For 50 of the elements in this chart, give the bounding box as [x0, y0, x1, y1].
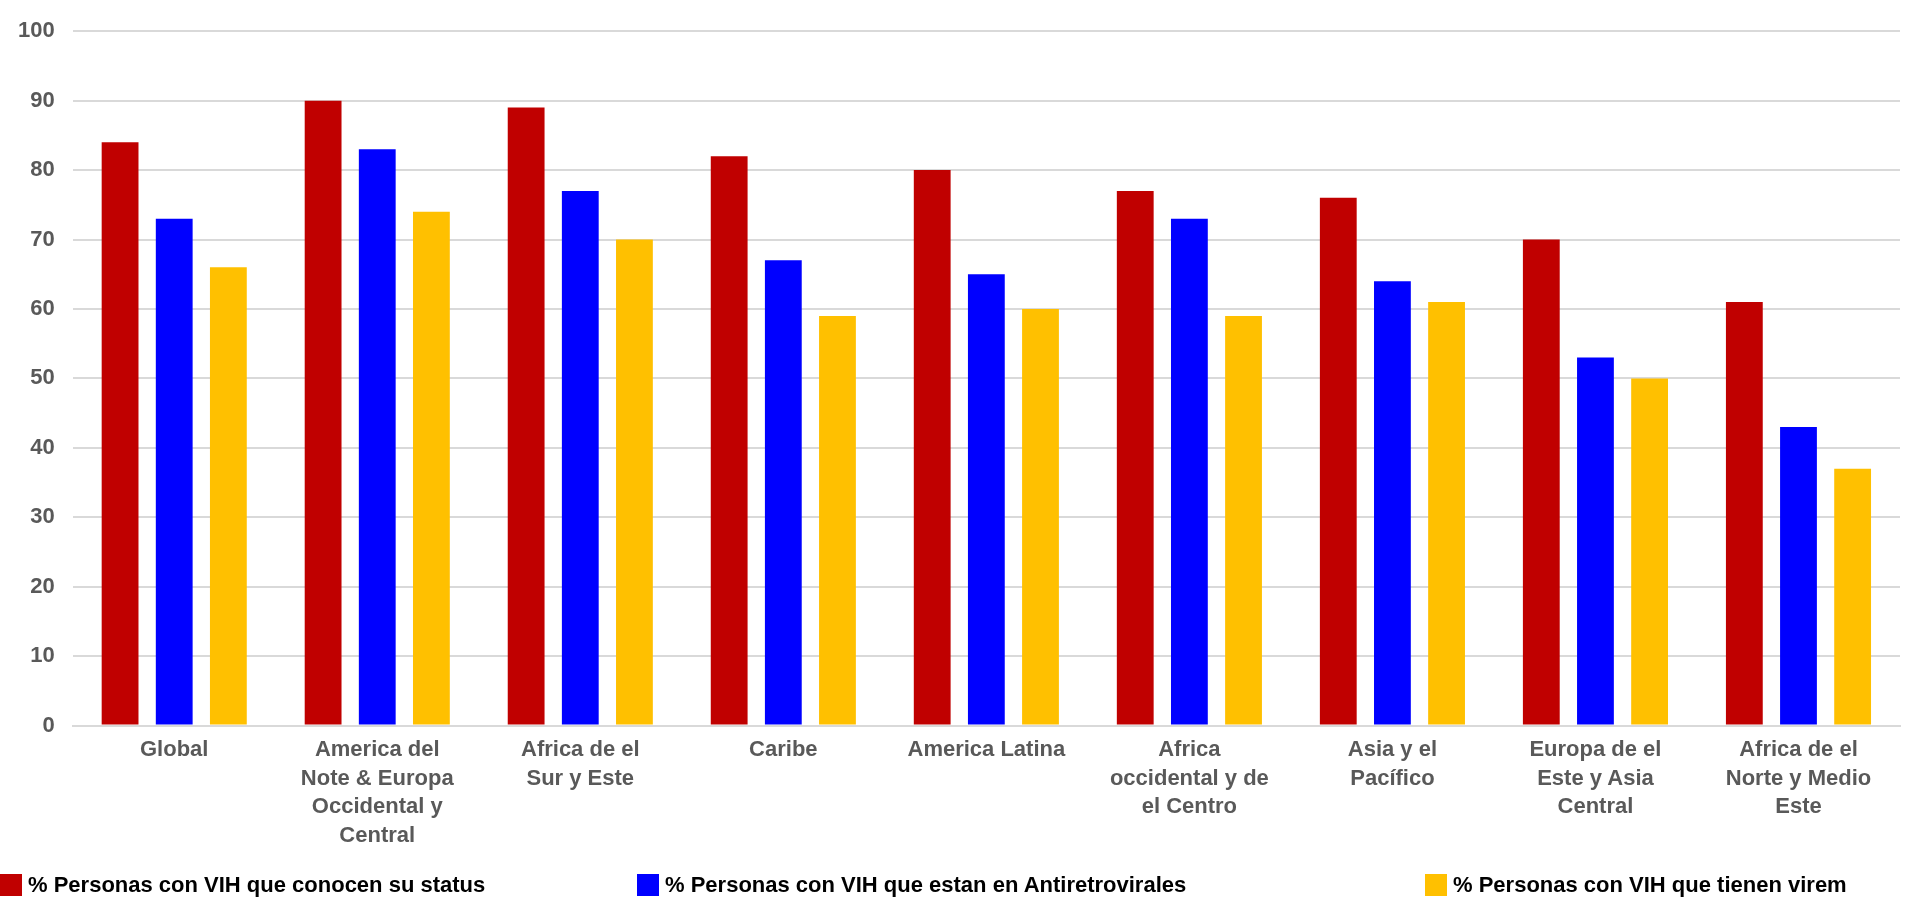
- bar: [1577, 357, 1614, 725]
- bar: [819, 315, 856, 725]
- y-tick-label: 40: [30, 433, 55, 459]
- bar: [1522, 239, 1560, 725]
- bar: [1116, 190, 1154, 725]
- x-tick-label: Global: [140, 735, 209, 761]
- y-tick-label: 30: [30, 503, 55, 529]
- y-tick-label: 80: [30, 156, 55, 182]
- y-tick-label: 70: [30, 225, 55, 251]
- legend-label: % Personas con VIH que tienen virem: [1453, 872, 1847, 898]
- bar: [1834, 468, 1872, 725]
- y-tick-label: 0: [42, 711, 55, 737]
- bar: [710, 156, 748, 725]
- y-tick-label: 10: [30, 642, 55, 668]
- bar: [209, 267, 247, 725]
- bar: [561, 190, 599, 725]
- bar: [101, 142, 139, 725]
- bar: [967, 274, 1005, 725]
- bar: [1319, 197, 1357, 725]
- bar: [412, 211, 450, 725]
- x-tick-label: Europa de el Este y Asia Central: [1529, 735, 1662, 819]
- y-tick-label: 100: [17, 17, 55, 43]
- y-tick-label: 90: [30, 86, 55, 112]
- bar: [1170, 218, 1208, 725]
- x-tick-label: Caribe: [749, 735, 818, 761]
- bar: [1022, 308, 1059, 725]
- bar: [1725, 302, 1763, 725]
- bar: [507, 107, 545, 725]
- bar: [1631, 378, 1668, 725]
- bar: [616, 239, 653, 725]
- x-tick-label: Asia y el Pacífico: [1347, 735, 1438, 790]
- bar: [358, 149, 396, 725]
- y-tick-label: 60: [30, 295, 55, 321]
- x-tick-label: Africa occidental y de el Centro: [1109, 735, 1269, 819]
- bar: [1374, 281, 1411, 725]
- bar: [1225, 315, 1262, 725]
- bar: [913, 170, 951, 725]
- x-tick-label: America Latina: [907, 735, 1066, 761]
- x-tick-label: Africa de el Sur y Este: [520, 735, 640, 790]
- x-tick-label: America del Note & Europa Occidental y Central: [300, 735, 455, 847]
- y-tick-label: 50: [30, 364, 55, 390]
- legend-label: % Personas con VIH que estan en Antiretrovirales: [665, 872, 1187, 898]
- y-tick-label: 20: [30, 572, 55, 598]
- bar: [1780, 427, 1817, 725]
- bar: [1428, 302, 1465, 725]
- bar: [155, 218, 193, 725]
- legend-label: % Personas con VIH que conocen su status: [28, 872, 486, 898]
- bar: [304, 100, 342, 725]
- bar: [764, 260, 802, 725]
- x-tick-label: Africa de el Norte y Medio Este: [1725, 735, 1872, 819]
